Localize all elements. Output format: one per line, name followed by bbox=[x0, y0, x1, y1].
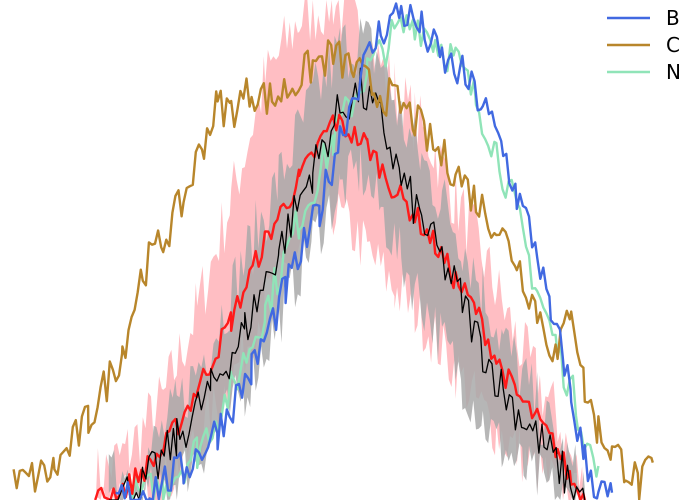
legend-label-1: C bbox=[666, 33, 680, 57]
band-1 bbox=[108, 18, 585, 500]
confidence-bands bbox=[95, 0, 585, 500]
legend-label-2: N bbox=[666, 60, 680, 84]
series-lines bbox=[12, 2, 654, 500]
legend: BCN bbox=[607, 6, 680, 84]
series-line-C bbox=[12, 39, 654, 500]
series-line-B bbox=[115, 2, 614, 500]
legend-label-0: B bbox=[666, 6, 680, 30]
series-line-unnamed-2 bbox=[108, 67, 586, 500]
